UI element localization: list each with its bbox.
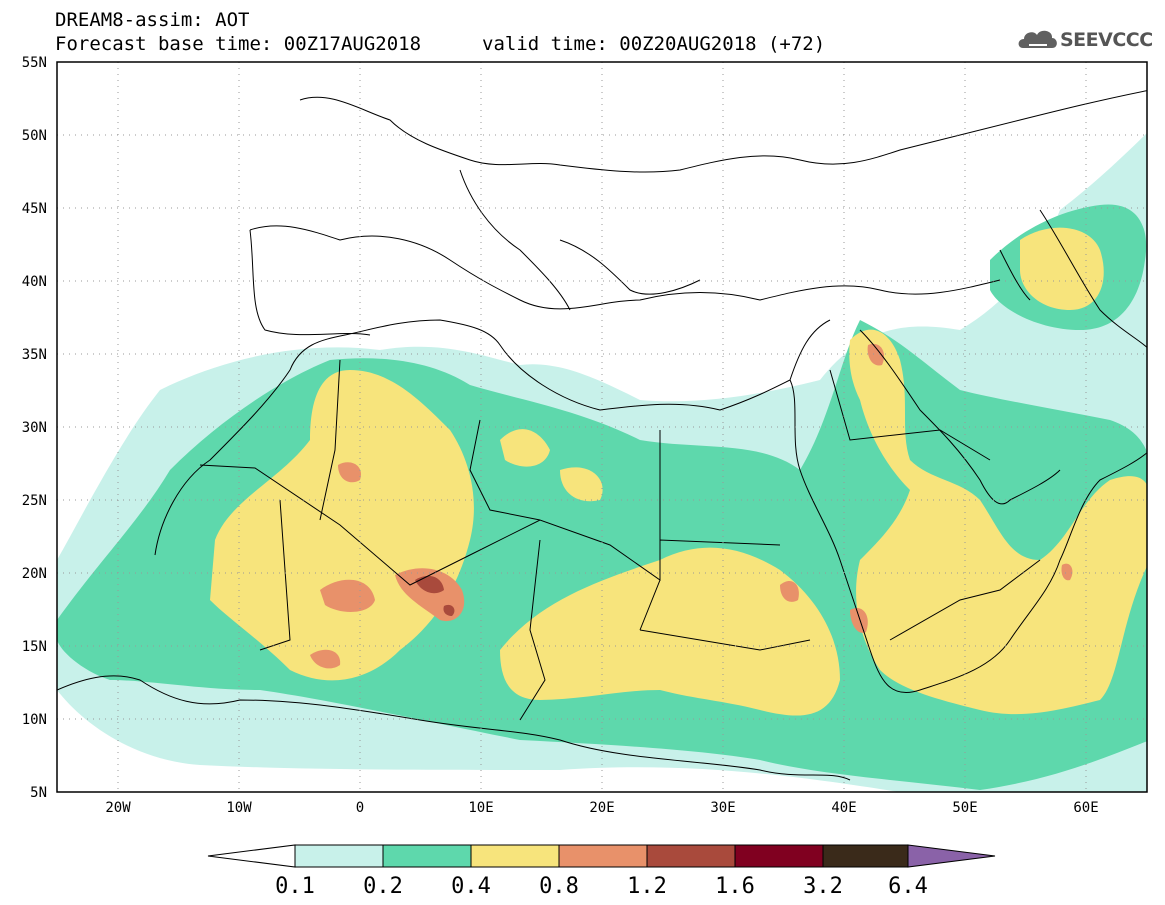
lat-label-35n: 35N bbox=[22, 347, 47, 363]
lat-label-10n: 10N bbox=[22, 712, 47, 728]
colorbar-label: 0.4 bbox=[451, 874, 491, 899]
aot-contour-fill bbox=[57, 62, 1147, 792]
lon-label-20w: 20W bbox=[105, 800, 131, 816]
colorbar-bin-5 bbox=[646, 844, 736, 868]
colorbar-bin-4 bbox=[558, 844, 648, 868]
coastlines bbox=[57, 90, 1147, 781]
cloud-logo-icon bbox=[1018, 30, 1057, 48]
colorbar-bin-7 bbox=[822, 844, 909, 868]
colorbar-label: 0.2 bbox=[363, 874, 403, 899]
lon-label-10e: 10E bbox=[468, 800, 493, 816]
lon-label-60e: 60E bbox=[1073, 800, 1098, 816]
colorbar-label: 1.6 bbox=[715, 874, 755, 899]
lon-label-0: 0 bbox=[356, 800, 364, 816]
colorbar-bin-1 bbox=[294, 844, 384, 868]
lon-label-50e: 50E bbox=[952, 800, 977, 816]
colorbar bbox=[207, 844, 996, 868]
lat-label-50n: 50N bbox=[22, 128, 47, 144]
logo-text: SEEVCCC bbox=[1060, 29, 1153, 51]
lon-label-40e: 40E bbox=[831, 800, 856, 816]
colorbar-bin-2 bbox=[382, 844, 472, 868]
colorbar-label: 3.2 bbox=[803, 874, 843, 899]
lon-label-20e: 20E bbox=[589, 800, 614, 816]
chart-title: DREAM8-assim: AOT bbox=[55, 9, 250, 31]
lat-label-30n: 30N bbox=[22, 420, 47, 436]
lat-label-45n: 45N bbox=[22, 201, 47, 217]
colorbar-label: 1.2 bbox=[627, 874, 667, 899]
colorbar-label: 0.1 bbox=[275, 874, 315, 899]
colorbar-bin-6 bbox=[734, 844, 824, 868]
forecast-base-time: Forecast base time: 00Z17AUG2018 bbox=[55, 33, 422, 55]
valid-time: valid time: 00Z20AUG2018 (+72) bbox=[482, 33, 826, 55]
colorbar-label: 6.4 bbox=[888, 874, 928, 899]
lat-label-15n: 15N bbox=[22, 639, 47, 655]
lon-label-10w: 10W bbox=[226, 800, 252, 816]
colorbar-label: 0.8 bbox=[539, 874, 579, 899]
lat-label-5n: 5N bbox=[30, 785, 47, 801]
colorbar-under-arrow bbox=[207, 844, 296, 868]
lon-label-30e: 30E bbox=[710, 800, 735, 816]
lat-label-55n: 55N bbox=[22, 55, 47, 71]
colorbar-over-arrow bbox=[907, 844, 996, 868]
colorbar-bin-3 bbox=[470, 844, 560, 868]
lat-label-40n: 40N bbox=[22, 274, 47, 290]
map-frame bbox=[56, 61, 1148, 793]
lat-label-25n: 25N bbox=[22, 493, 47, 509]
lat-label-20n: 20N bbox=[22, 566, 47, 582]
